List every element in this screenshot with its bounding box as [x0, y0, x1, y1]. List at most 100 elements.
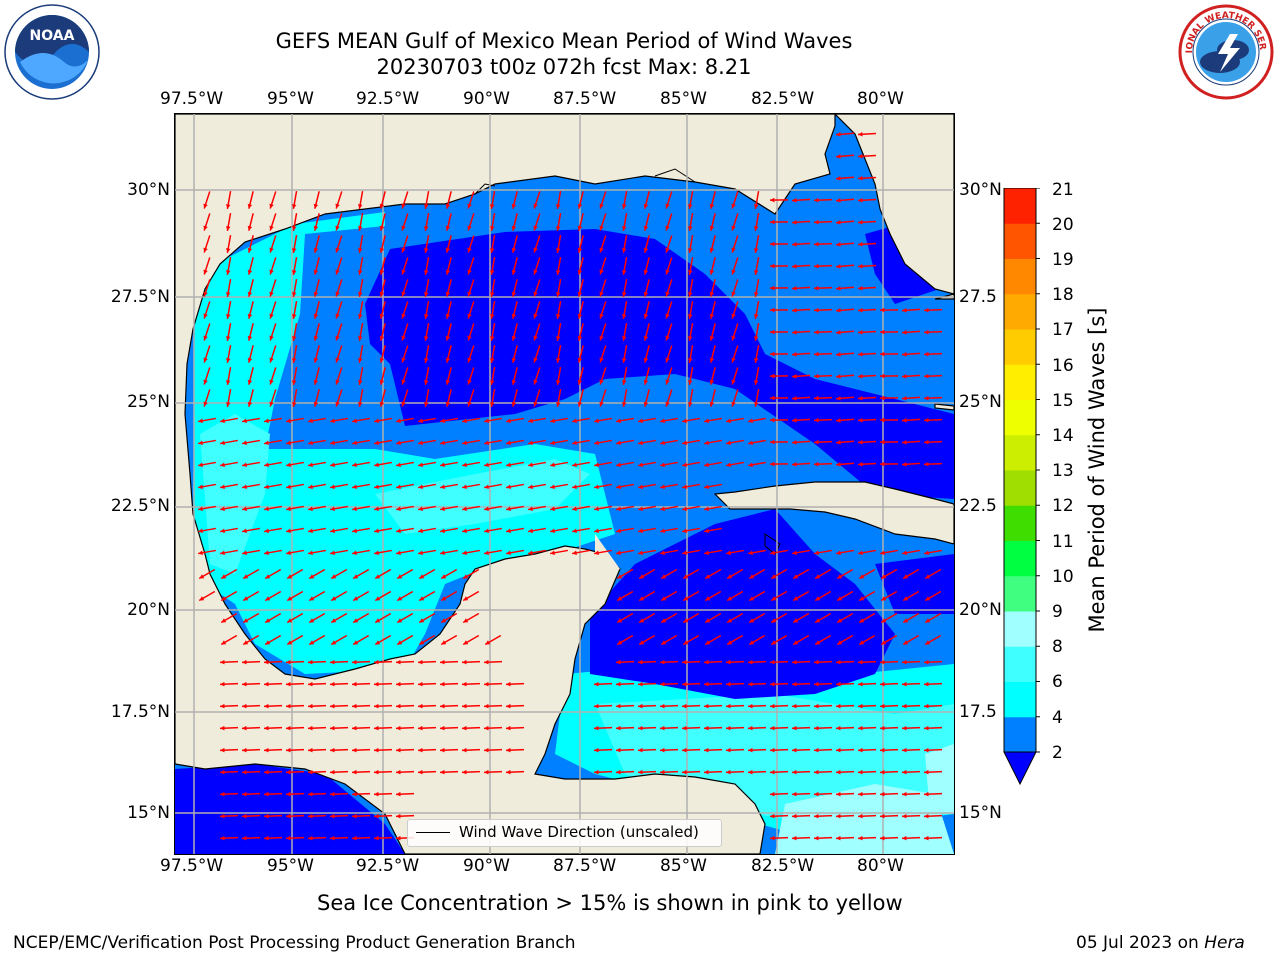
wind-wave-arrowhead [484, 506, 489, 512]
wind-wave-arrowhead [220, 791, 225, 797]
wind-wave-arrowhead [308, 681, 313, 687]
wind-wave-arrowhead [484, 484, 489, 490]
wind-wave-arrowhead [858, 373, 863, 379]
wind-wave-arrowhead [792, 659, 797, 665]
wind-wave-arrowhead [198, 550, 203, 556]
wind-wave-arrowhead [572, 528, 577, 534]
wind-wave-arrowhead [836, 176, 841, 181]
wind-wave-arrowhead [511, 335, 517, 341]
wind-wave-arrowhead [814, 417, 819, 423]
wind-wave-arrowhead [792, 813, 797, 819]
wind-wave-arrowhead [880, 307, 885, 313]
wind-wave-arrowhead [330, 703, 335, 709]
wind-wave-arrowhead [467, 291, 472, 297]
wind-wave-arrowhead [330, 769, 335, 775]
wind-wave-arrowhead [374, 791, 379, 797]
wind-wave-arrowhead [616, 725, 621, 731]
wind-wave-arrowhead [770, 329, 775, 335]
colorbar-tick: 15 [1052, 391, 1074, 411]
colorbar-tick: 11 [1052, 532, 1074, 552]
wind-wave-arrowhead [374, 659, 379, 665]
wind-wave-arrowhead [753, 402, 759, 407]
wind-wave-arrowhead [770, 417, 775, 423]
wind-wave-arrowhead [331, 640, 337, 645]
wind-wave-arrowhead [445, 379, 451, 385]
wind-wave-arrowhead [291, 270, 297, 275]
wind-wave-arrowhead [814, 241, 819, 247]
wind-wave-arrowhead [748, 462, 753, 468]
wind-wave-arrowhead [748, 681, 753, 687]
wind-wave-arrowhead [705, 574, 711, 579]
wind-wave-arrowhead [858, 703, 863, 709]
wind-wave-arrowhead [617, 596, 623, 601]
wind-wave-arrowhead [242, 418, 247, 424]
wind-wave-arrowhead [621, 380, 627, 385]
wind-wave-arrowhead [836, 220, 841, 225]
wind-wave-arrowhead [638, 681, 643, 687]
colorbar-tick: 6 [1052, 672, 1063, 692]
wind-wave-arrowhead [375, 574, 381, 579]
wind-wave-arrowhead [286, 835, 291, 841]
wind-wave-arrowhead [836, 352, 841, 357]
wind-wave-arrowhead [247, 313, 253, 319]
legend-line [416, 832, 450, 833]
wind-wave-arrowhead [880, 395, 885, 401]
lat-tick-left: 30°N [127, 180, 170, 200]
wind-wave-arrowhead [330, 506, 335, 512]
wind-wave-arrowhead [858, 131, 863, 137]
wind-wave-arrowhead [291, 402, 297, 407]
wind-wave-arrowhead [331, 596, 337, 601]
wind-wave-arrowhead [242, 659, 247, 665]
colorbar-tick: 9 [1052, 602, 1063, 622]
wind-wave-arrowhead [401, 247, 406, 253]
wind-wave-arrowhead [594, 506, 599, 512]
wind-wave-arrowhead [203, 291, 208, 297]
wind-wave-arrowhead [599, 291, 604, 297]
wind-wave-arrowhead [397, 596, 403, 601]
wind-wave-arrowhead [440, 528, 445, 534]
wind-wave-arrowhead [247, 203, 253, 209]
wind-wave-arrowhead [815, 596, 821, 601]
wind-wave-arrowhead [660, 462, 665, 468]
wind-wave-arrowhead [269, 401, 274, 407]
wind-wave-arrowhead [731, 401, 736, 407]
wind-wave-arrowhead [704, 440, 709, 446]
wind-wave-arrowhead [445, 203, 451, 209]
wind-wave-arrowhead [528, 528, 533, 534]
wind-wave-arrowhead [704, 462, 709, 468]
wind-wave-arrowhead [440, 440, 445, 446]
wind-wave-arrowhead [621, 204, 627, 209]
chart-subtitle: 20230703 t00z 072h fcst Max: 8.21 [376, 55, 752, 79]
lat-tick-left: 20°N [127, 600, 170, 620]
wind-wave-arrowhead [374, 484, 379, 490]
wind-wave-arrowhead [599, 313, 604, 319]
wind-wave-arrowhead [731, 225, 736, 231]
wind-wave-arrowhead [617, 618, 623, 623]
wind-wave-arrowhead [352, 659, 357, 665]
wind-wave-arrowhead [815, 618, 821, 623]
wind-wave-arrowhead [374, 440, 379, 446]
wind-wave-arrowhead [419, 574, 425, 579]
wind-wave-arrowhead [837, 596, 843, 601]
wind-wave-arrowhead [221, 618, 227, 623]
wind-wave-arrowhead [792, 352, 797, 357]
wind-wave-arrowhead [440, 462, 445, 468]
wind-wave-arrowhead [313, 379, 319, 385]
wind-wave-arrowhead [379, 203, 385, 209]
wind-wave-arrowhead [902, 440, 907, 445]
wind-wave-arrowhead [418, 462, 423, 468]
wind-wave-arrowhead [418, 703, 423, 709]
wind-wave-arrowhead [616, 659, 621, 665]
colorbar-tick: 17 [1052, 320, 1074, 340]
wind-wave-arrowhead [396, 791, 401, 797]
wind-wave-arrowhead [704, 418, 709, 424]
wind-wave-arrowhead [814, 285, 819, 291]
lon-tick-top: 90°W [463, 89, 510, 109]
wind-wave-arrowhead [748, 703, 753, 709]
wind-wave-arrowhead [396, 506, 401, 512]
wind-wave-arrowhead [705, 596, 711, 601]
wind-wave-arrowhead [903, 618, 909, 623]
wind-wave-arrowhead [264, 462, 269, 468]
wind-wave-arrowhead [462, 681, 467, 687]
wind-wave-arrowhead [643, 379, 649, 385]
